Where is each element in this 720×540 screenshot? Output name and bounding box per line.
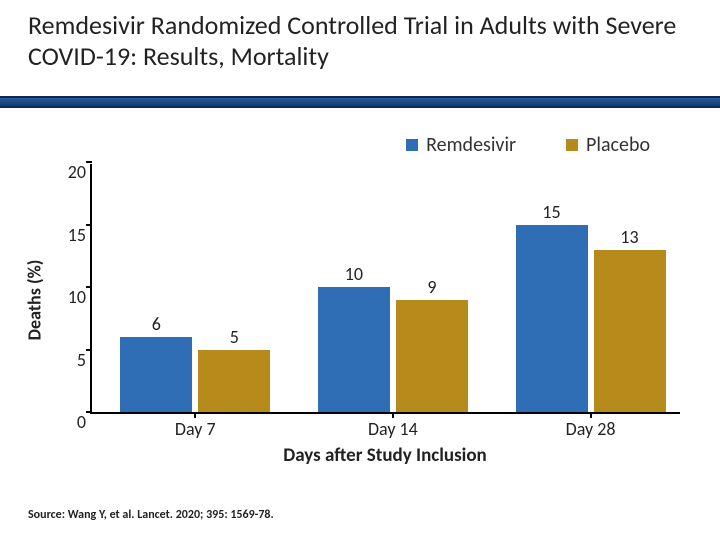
y-tick-label: 10 <box>52 286 86 308</box>
y-axis-label: Deaths (%) <box>23 260 45 341</box>
slide: Remdesivir Randomized Controlled Trial i… <box>0 0 720 540</box>
y-tick-label: 15 <box>52 224 86 246</box>
legend-swatch-placebo <box>566 139 578 151</box>
chart-legend: Remdesivir Placebo <box>40 130 690 160</box>
y-tick-mark <box>86 224 92 226</box>
bar-group: 65 <box>120 337 270 412</box>
bar-value-label: 5 <box>198 326 270 348</box>
y-tick-label: 0 <box>52 411 86 433</box>
legend-item-remdesivir: Remdesivir <box>406 133 516 157</box>
y-tick-mark <box>86 161 92 163</box>
x-tick-label: Day 14 <box>368 418 418 440</box>
slide-title: Remdesivir Randomized Controlled Trial i… <box>28 10 692 72</box>
title-band: Remdesivir Randomized Controlled Trial i… <box>0 0 720 96</box>
bar: 5 <box>198 350 270 413</box>
y-tick-mark <box>86 349 92 351</box>
legend-label-placebo: Placebo <box>586 133 650 157</box>
bar: 9 <box>396 300 468 413</box>
bar-value-label: 15 <box>516 201 588 223</box>
y-tick-label: 20 <box>52 161 86 183</box>
legend-label-remdesivir: Remdesivir <box>426 133 516 157</box>
bar-group: 109 <box>318 287 468 412</box>
mortality-chart: Remdesivir Placebo Deaths (%) 0510152065… <box>40 130 690 470</box>
legend-swatch-remdesivir <box>406 139 418 151</box>
plot-area: 0510152065Day 7109Day 141513Day 28 <box>90 164 680 414</box>
bar: 13 <box>594 250 666 413</box>
y-tick-mark <box>86 411 92 413</box>
bar-value-label: 9 <box>396 276 468 298</box>
y-tick-label: 5 <box>52 349 86 371</box>
bar-value-label: 13 <box>594 226 666 248</box>
x-tick-label: Day 28 <box>566 418 616 440</box>
bar: 6 <box>120 337 192 412</box>
source-citation: Source: Wang Y, et al. Lancet. 2020; 395… <box>28 508 274 522</box>
bar: 15 <box>516 225 588 413</box>
bar-value-label: 6 <box>120 313 192 335</box>
legend-item-placebo: Placebo <box>566 133 650 157</box>
y-tick-mark <box>86 286 92 288</box>
title-rule <box>0 96 720 108</box>
bar-group: 1513 <box>516 225 666 413</box>
x-tick-label: Day 7 <box>175 418 216 440</box>
bar-value-label: 10 <box>318 263 390 285</box>
y-axis-label-wrap: Deaths (%) <box>22 130 46 470</box>
x-axis-label: Days after Study Inclusion <box>90 444 680 467</box>
bar: 10 <box>318 287 390 412</box>
